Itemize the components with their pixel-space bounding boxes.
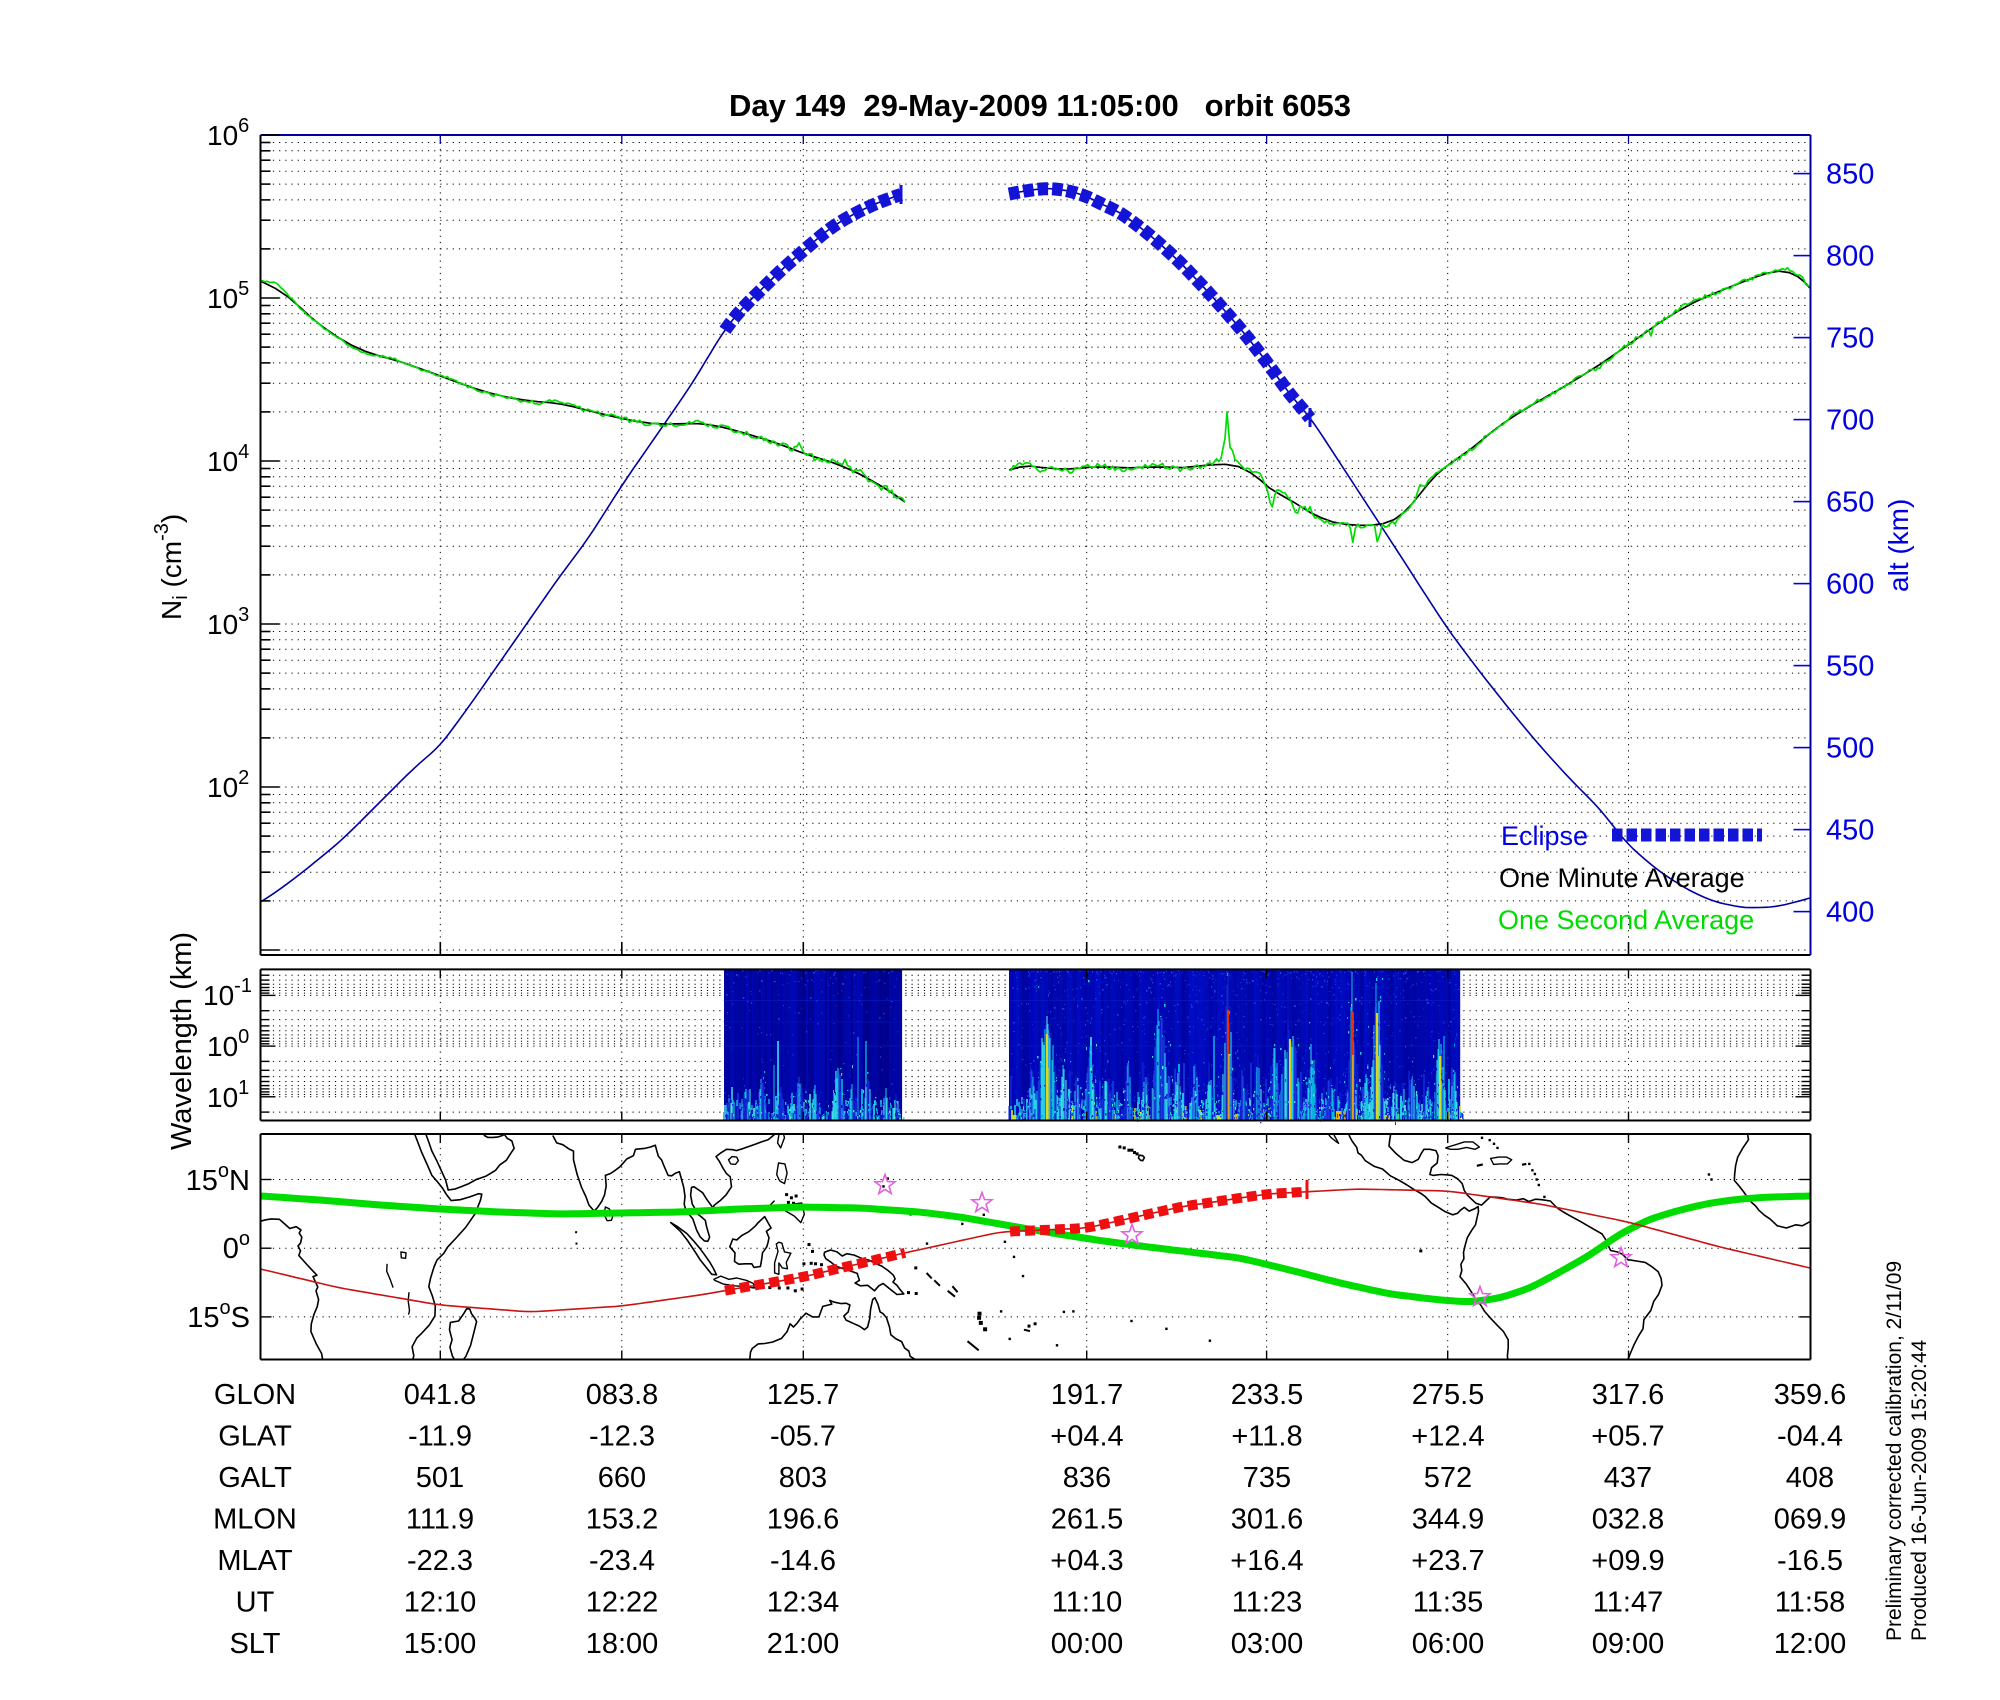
svg-text:408: 408: [1786, 1462, 1834, 1494]
svg-text:+04.4: +04.4: [1050, 1421, 1123, 1453]
svg-text:-14.6: -14.6: [770, 1545, 836, 1577]
svg-text:-11.9: -11.9: [408, 1421, 472, 1453]
svg-text:11:35: 11:35: [1413, 1587, 1483, 1619]
svg-text:GLAT: GLAT: [218, 1421, 292, 1453]
svg-text:400: 400: [1826, 897, 1874, 929]
svg-text:-22.3: -22.3: [407, 1545, 473, 1577]
svg-text:Day 149 29-May-2009 11:05:00: Day 149 29-May-2009 11:05:00 orbit 6053: [729, 88, 1351, 123]
svg-text:MLAT: MLAT: [217, 1545, 292, 1577]
svg-text:083.8: 083.8: [586, 1379, 659, 1411]
svg-text:032.8: 032.8: [1592, 1504, 1665, 1536]
svg-text:233.5: 233.5: [1231, 1379, 1304, 1411]
svg-text:501: 501: [416, 1462, 464, 1494]
svg-text:11:10: 11:10: [1052, 1587, 1122, 1619]
svg-text:069.9: 069.9: [1774, 1504, 1847, 1536]
svg-text:359.6: 359.6: [1774, 1379, 1847, 1411]
svg-text:21:00: 21:00: [767, 1628, 840, 1660]
svg-text:06:00: 06:00: [1412, 1628, 1485, 1660]
svg-text:GALT: GALT: [218, 1462, 292, 1494]
svg-text:12:22: 12:22: [586, 1587, 659, 1619]
svg-text:Eclipse: Eclipse: [1501, 821, 1588, 851]
svg-text:-23.4: -23.4: [589, 1545, 655, 1577]
svg-text:800: 800: [1826, 241, 1874, 273]
svg-text:+09.9: +09.9: [1591, 1545, 1664, 1577]
svg-text:GLON: GLON: [214, 1379, 296, 1411]
svg-text:alt (km): alt (km): [1883, 499, 1914, 592]
svg-text:+04.3: +04.3: [1050, 1545, 1123, 1577]
svg-text:+23.7: +23.7: [1411, 1545, 1484, 1577]
svg-text:836: 836: [1063, 1462, 1111, 1494]
svg-text:12:00: 12:00: [1774, 1628, 1847, 1660]
svg-text:+16.4: +16.4: [1230, 1545, 1303, 1577]
svg-text:-12.3: -12.3: [589, 1421, 655, 1453]
svg-text:12:10: 12:10: [404, 1587, 477, 1619]
svg-text:03:00: 03:00: [1231, 1628, 1304, 1660]
svg-text:660: 660: [598, 1462, 646, 1494]
svg-text:12:34: 12:34: [767, 1587, 840, 1619]
svg-text:00:00: 00:00: [1051, 1628, 1124, 1660]
svg-text:-16.5: -16.5: [1777, 1545, 1843, 1577]
svg-text:15oS: 15oS: [187, 1297, 250, 1334]
svg-text:750: 750: [1826, 323, 1874, 355]
svg-text:125.7: 125.7: [767, 1379, 840, 1411]
svg-text:Produced 16-Jun-2009 15:20:44: Produced 16-Jun-2009 15:20:44: [1908, 1339, 1931, 1641]
svg-text:111.9: 111.9: [406, 1504, 474, 1536]
svg-text:103: 103: [207, 604, 249, 640]
svg-text:317.6: 317.6: [1592, 1379, 1665, 1411]
svg-text:437: 437: [1604, 1462, 1652, 1494]
svg-text:18:00: 18:00: [586, 1628, 659, 1660]
svg-text:SLT: SLT: [229, 1628, 280, 1660]
svg-text:735: 735: [1243, 1462, 1291, 1494]
svg-text:Ni (cm-3): Ni (cm-3): [151, 514, 192, 620]
svg-text:UT: UT: [236, 1587, 275, 1619]
svg-text:11:47: 11:47: [1593, 1587, 1663, 1619]
svg-text:MLON: MLON: [213, 1504, 297, 1536]
svg-text:850: 850: [1826, 159, 1874, 191]
svg-text:572: 572: [1424, 1462, 1472, 1494]
svg-text:15oN: 15oN: [186, 1160, 250, 1197]
svg-text:196.6: 196.6: [767, 1504, 840, 1536]
svg-text:15:00: 15:00: [404, 1628, 477, 1660]
svg-text:450: 450: [1826, 815, 1874, 847]
svg-text:803: 803: [779, 1462, 827, 1494]
svg-text:+05.7: +05.7: [1591, 1421, 1664, 1453]
svg-text:11:23: 11:23: [1232, 1587, 1302, 1619]
svg-text:One Second Average: One Second Average: [1498, 905, 1754, 935]
svg-text:600: 600: [1826, 569, 1874, 601]
svg-text:650: 650: [1826, 487, 1874, 519]
svg-text:11:58: 11:58: [1775, 1587, 1845, 1619]
svg-text:+12.4: +12.4: [1411, 1421, 1484, 1453]
svg-text:041.8: 041.8: [404, 1379, 477, 1411]
svg-text:153.2: 153.2: [586, 1504, 659, 1536]
svg-text:+11.8: +11.8: [1231, 1421, 1302, 1453]
svg-text:Preliminary corrected calibrat: Preliminary corrected calibration, 2/11/…: [1883, 1261, 1906, 1641]
svg-text:09:00: 09:00: [1592, 1628, 1665, 1660]
svg-text:-05.7: -05.7: [770, 1421, 836, 1453]
svg-text:261.5: 261.5: [1051, 1504, 1124, 1536]
svg-text:700: 700: [1826, 405, 1874, 437]
svg-text:One Minute Average: One Minute Average: [1499, 863, 1745, 893]
svg-text:550: 550: [1826, 651, 1874, 683]
svg-text:500: 500: [1826, 733, 1874, 765]
svg-text:Wavelength (km): Wavelength (km): [166, 932, 198, 1150]
svg-text:-04.4: -04.4: [1777, 1421, 1843, 1453]
svg-text:275.5: 275.5: [1412, 1379, 1485, 1411]
svg-text:344.9: 344.9: [1412, 1504, 1485, 1536]
svg-text:301.6: 301.6: [1231, 1504, 1304, 1536]
svg-text:191.7: 191.7: [1051, 1379, 1124, 1411]
